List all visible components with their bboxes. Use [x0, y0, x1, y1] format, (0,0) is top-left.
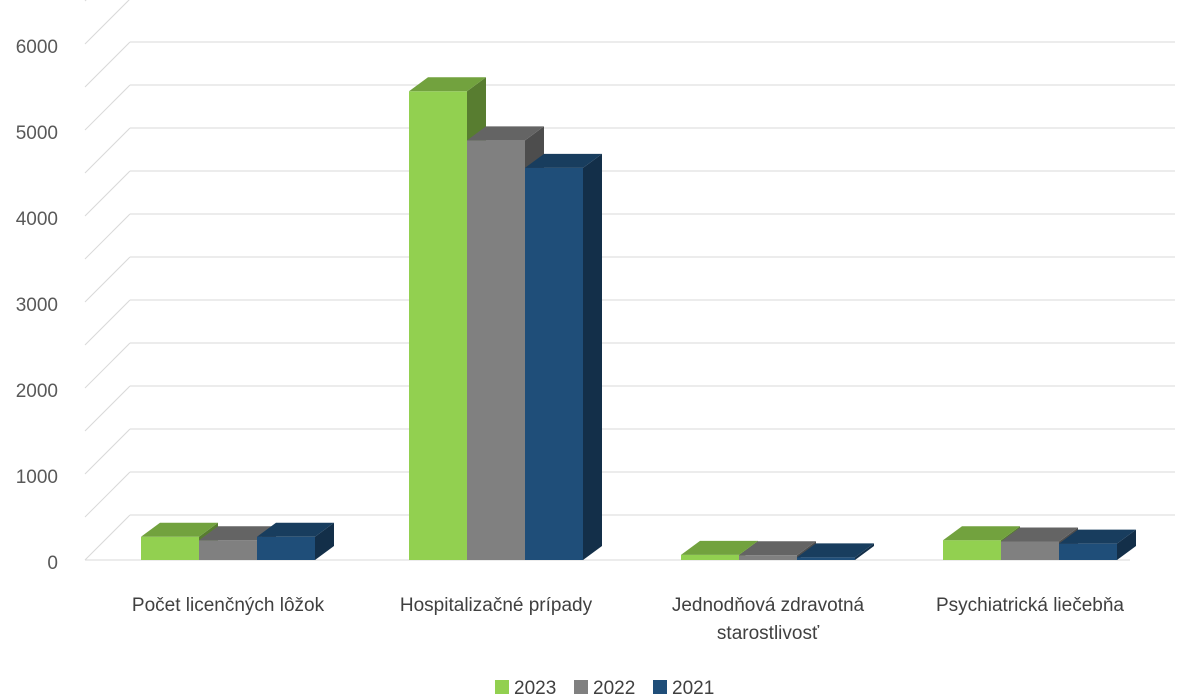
- legend-item-2021: 2021: [653, 678, 714, 699]
- bar-front: [199, 540, 257, 560]
- bar-side: [1117, 529, 1136, 560]
- bar-top: [525, 153, 602, 168]
- legend: 2023 2022 2021: [495, 678, 714, 699]
- gridline-side: [84, 170, 131, 217]
- bar-top: [943, 526, 1020, 541]
- y-tick-label: 4000: [16, 209, 58, 230]
- gridline-side: [84, 0, 87, 2]
- y-tick-label: 3000: [16, 295, 58, 316]
- gridline-side: [84, 127, 131, 174]
- legend-label: 2021: [672, 678, 714, 699]
- y-tick-label: 0: [47, 553, 58, 574]
- legend-label: 2022: [593, 678, 635, 699]
- bar-front: [525, 167, 583, 560]
- bar-side: [315, 522, 334, 560]
- bar-front: [141, 536, 199, 560]
- y-tick-label: 2000: [16, 381, 58, 402]
- bar-2021: [1059, 529, 1136, 560]
- legend-swatch: [653, 680, 667, 694]
- bar-2021: [257, 522, 334, 560]
- bar-front: [257, 536, 315, 560]
- legend-item-2023: 2023: [495, 678, 556, 699]
- bar-front: [1059, 543, 1117, 560]
- bar-top: [1001, 527, 1078, 542]
- y-tick-label: 5000: [16, 123, 58, 144]
- gridline-side: [84, 256, 131, 303]
- y-axis: 0 1000 2000 3000 4000 5000 6000: [16, 37, 58, 574]
- gridline-side: [84, 41, 131, 88]
- category-label: Hospitalizačné prípady: [400, 595, 593, 616]
- gridline-side: [84, 428, 131, 475]
- legend-item-2022: 2022: [574, 678, 635, 699]
- gridline-side: [84, 342, 131, 389]
- gridline-side: [84, 514, 131, 561]
- y-tick-label: 1000: [16, 467, 58, 488]
- bar-top: [199, 526, 276, 541]
- bar-front: [739, 555, 797, 560]
- bar-top: [1059, 529, 1136, 544]
- category-label: Psychiatrická liečebňa: [936, 595, 1124, 616]
- bar-top: [141, 522, 218, 537]
- x-axis: Počet licenčných lôžok Hospitalizačné prí…: [132, 595, 1125, 644]
- gridline-side: [84, 385, 131, 432]
- bar-2021: [797, 543, 874, 560]
- bar-side: [855, 543, 874, 560]
- bar-2021: [525, 153, 602, 560]
- bar-front: [681, 554, 739, 560]
- bar-top: [467, 126, 544, 141]
- y-tick-label: 6000: [16, 37, 58, 58]
- gridline-side: [84, 299, 131, 346]
- bar-top: [257, 522, 334, 537]
- gridline-side: [84, 213, 131, 260]
- bar-front: [943, 540, 1001, 560]
- bar-top: [409, 77, 486, 92]
- bar-front: [467, 140, 525, 560]
- legend-label: 2023: [514, 678, 556, 699]
- gridline-side: [84, 471, 131, 518]
- gridline-side: [84, 0, 130, 45]
- bar-top: [739, 541, 816, 556]
- gridline-side: [84, 84, 131, 131]
- bar-top: [681, 540, 758, 555]
- category-label: starostlivosť: [717, 623, 820, 644]
- bar-front: [1001, 541, 1059, 560]
- bar-front: [797, 557, 855, 560]
- bars: [141, 77, 1136, 561]
- category-label: Jednodňová zdravotná: [672, 595, 865, 616]
- bar-front: [409, 91, 467, 561]
- gridlines: [84, 0, 1175, 561]
- legend-swatch: [574, 680, 588, 694]
- bar-side: [583, 153, 602, 560]
- legend-swatch: [495, 680, 509, 694]
- bar-top: [797, 543, 874, 558]
- category-label: Počet licenčných lôžok: [132, 595, 325, 616]
